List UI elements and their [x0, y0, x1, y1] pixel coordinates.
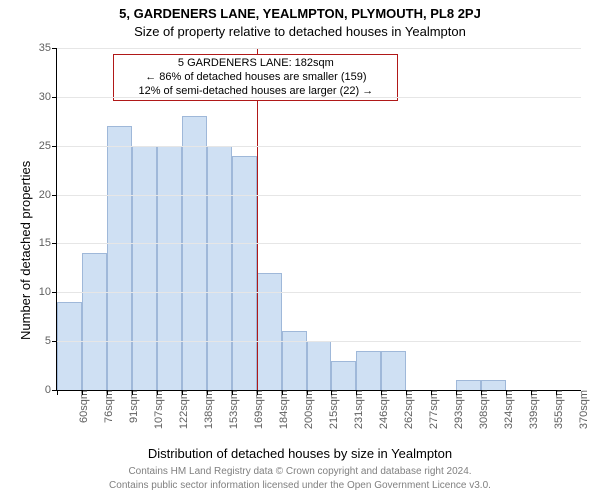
x-tick-mark: [356, 390, 357, 395]
x-tick-mark: [531, 390, 532, 395]
y-tick-label: 10: [39, 286, 57, 298]
x-tick-label: 277sqm: [423, 390, 440, 429]
x-tick-mark: [232, 390, 233, 395]
x-tick-mark: [57, 390, 58, 395]
histogram-bar: [331, 361, 356, 390]
x-tick-label: 122sqm: [173, 390, 190, 429]
histogram-bar: [257, 273, 282, 390]
x-tick-label: 215sqm: [323, 390, 340, 429]
histogram-bar: [232, 156, 257, 391]
histogram-bar: [57, 302, 82, 390]
x-tick-label: 200sqm: [298, 390, 315, 429]
x-tick-mark: [107, 390, 108, 395]
x-tick-label: 231sqm: [348, 390, 365, 429]
annotation-line: ← 86% of detached houses are smaller (15…: [118, 71, 393, 85]
y-tick-label: 15: [39, 237, 57, 249]
x-tick-mark: [257, 390, 258, 395]
x-tick-mark: [406, 390, 407, 395]
plot-area: 5 GARDENERS LANE: 182sqm← 86% of detache…: [56, 48, 581, 391]
x-tick-mark: [207, 390, 208, 395]
histogram-bar: [356, 351, 381, 390]
x-tick-mark: [381, 390, 382, 395]
y-tick-label: 5: [45, 335, 57, 347]
y-tick-label: 0: [45, 384, 57, 396]
x-tick-label: 293sqm: [448, 390, 465, 429]
x-tick-label: 107sqm: [148, 390, 165, 429]
y-tick-label: 35: [39, 42, 57, 54]
x-tick-mark: [282, 390, 283, 395]
x-axis-label: Distribution of detached houses by size …: [0, 446, 600, 461]
x-tick-label: 370sqm: [573, 390, 590, 429]
x-tick-label: 153sqm: [223, 390, 240, 429]
histogram-bar: [381, 351, 406, 390]
histogram-bar: [182, 116, 207, 390]
x-tick-mark: [82, 390, 83, 395]
annotation-line: 5 GARDENERS LANE: 182sqm: [118, 57, 393, 71]
y-tick-label: 25: [39, 140, 57, 152]
histogram-bar: [107, 126, 132, 390]
x-tick-label: 169sqm: [248, 390, 265, 429]
x-tick-mark: [556, 390, 557, 395]
x-tick-mark: [431, 390, 432, 395]
x-tick-label: 246sqm: [373, 390, 390, 429]
grid-line: [57, 195, 581, 196]
footer-line2: Contains public sector information licen…: [0, 480, 600, 491]
histogram-bar: [207, 146, 232, 390]
x-tick-label: 324sqm: [498, 390, 515, 429]
histogram-bar: [456, 380, 481, 390]
grid-line: [57, 292, 581, 293]
y-tick-label: 30: [39, 91, 57, 103]
x-tick-mark: [182, 390, 183, 395]
histogram-bar: [82, 253, 107, 390]
histogram-chart: 5, GARDENERS LANE, YEALMPTON, PLYMOUTH, …: [0, 0, 600, 500]
annotation-box: 5 GARDENERS LANE: 182sqm← 86% of detache…: [113, 54, 398, 101]
x-tick-label: 339sqm: [523, 390, 540, 429]
x-tick-mark: [456, 390, 457, 395]
x-tick-mark: [331, 390, 332, 395]
x-tick-mark: [307, 390, 308, 395]
y-axis-label: Number of detached properties: [18, 161, 33, 340]
x-tick-label: 308sqm: [473, 390, 490, 429]
x-tick-mark: [481, 390, 482, 395]
x-tick-mark: [506, 390, 507, 395]
histogram-bar: [307, 341, 332, 390]
x-tick-label: 355sqm: [548, 390, 565, 429]
grid-line: [57, 341, 581, 342]
chart-title-line1: 5, GARDENERS LANE, YEALMPTON, PLYMOUTH, …: [0, 6, 600, 21]
grid-line: [57, 243, 581, 244]
grid-line: [57, 97, 581, 98]
x-tick-label: 184sqm: [273, 390, 290, 429]
histogram-bar: [132, 146, 157, 390]
chart-title-line2: Size of property relative to detached ho…: [0, 24, 600, 39]
x-tick-label: 262sqm: [398, 390, 415, 429]
footer-line1: Contains HM Land Registry data © Crown c…: [0, 466, 600, 477]
histogram-bar: [157, 146, 182, 390]
y-tick-label: 20: [39, 189, 57, 201]
histogram-bar: [481, 380, 506, 390]
x-tick-mark: [132, 390, 133, 395]
grid-line: [57, 48, 581, 49]
x-tick-label: 138sqm: [198, 390, 215, 429]
grid-line: [57, 146, 581, 147]
x-tick-mark: [157, 390, 158, 395]
